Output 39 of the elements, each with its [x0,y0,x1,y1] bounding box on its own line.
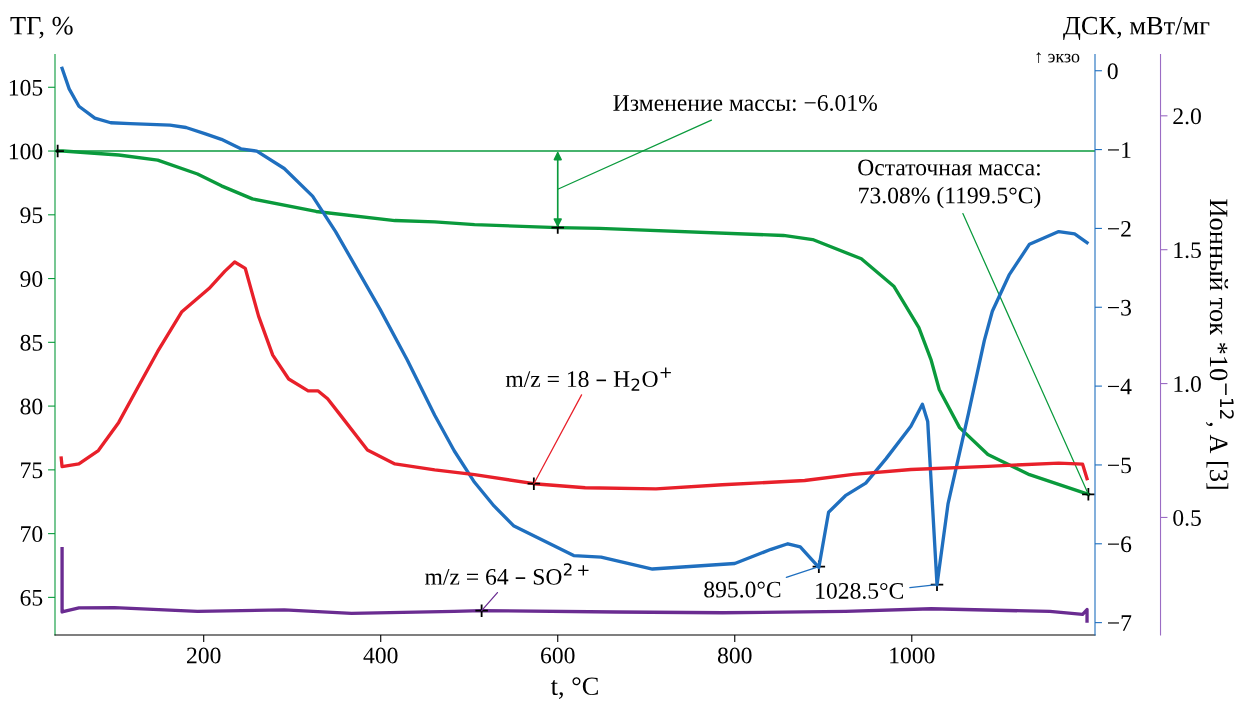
line-series [60,547,1089,623]
series-label: m/z = 64 – SO$^{2+}$ [425,563,589,585]
y2-tick-label: −5 [1107,457,1131,474]
y-tick-label: 95 [20,207,43,224]
annotation: Изменение массы: −6.01% [613,94,877,111]
x-tick-label: 1000 [890,647,935,664]
x-tick-label: 600 [541,647,575,664]
y-axis-title: ТГ, % [10,16,73,39]
y3-tick-label: 0.5 [1173,509,1201,526]
y3-tick-label: 1.0 [1174,376,1201,393]
x-tick-label: 200 [187,647,221,664]
x-tick-label: 400 [363,647,398,664]
y2-tick-label: −2 [1107,220,1131,237]
x-tick-label: 800 [717,647,752,664]
y-tick-label: 100 [9,143,43,160]
x-axis-title: t, °C [550,677,598,699]
annotation: ↑ экзо [1036,52,1080,63]
y-tick-label: 85 [20,334,43,351]
y2-tick-label: −7 [1107,615,1132,631]
y2-axis-title: ДСК, мВт/мг [1063,16,1210,40]
text: m/z = 18 – H$_{2}$O$^{+}$ [505,367,671,391]
y3-axis-title: Ионный ток *10$^{−12}$, А [3] [1205,199,1234,489]
y-tick-label: 80 [20,398,43,415]
annotation: 895.0°C [704,581,781,598]
y3-tick-label: 2.0 [1173,108,1201,125]
y-tick-label: 70 [21,526,43,543]
y-tick-label: 65 [20,589,43,606]
y2-tick-label: −4 [1107,378,1132,395]
annotation: Остаточная масса: 73.08% (1199.5°C) [858,159,1041,209]
y-tick-label: 105 [9,79,43,96]
y2-tick-label: 0 [1107,63,1118,80]
line-series [59,260,1089,491]
y-tick-label: 75 [21,462,43,479]
y2-tick-label: −3 [1107,299,1131,316]
y-tick-label: 90 [20,271,43,287]
y2-tick-label: −6 [1107,536,1132,553]
y3-tick-label: 1.5 [1174,242,1201,259]
y2-tick-label: −1 [1107,142,1131,158]
annotation: 1028.5°C [816,582,903,599]
